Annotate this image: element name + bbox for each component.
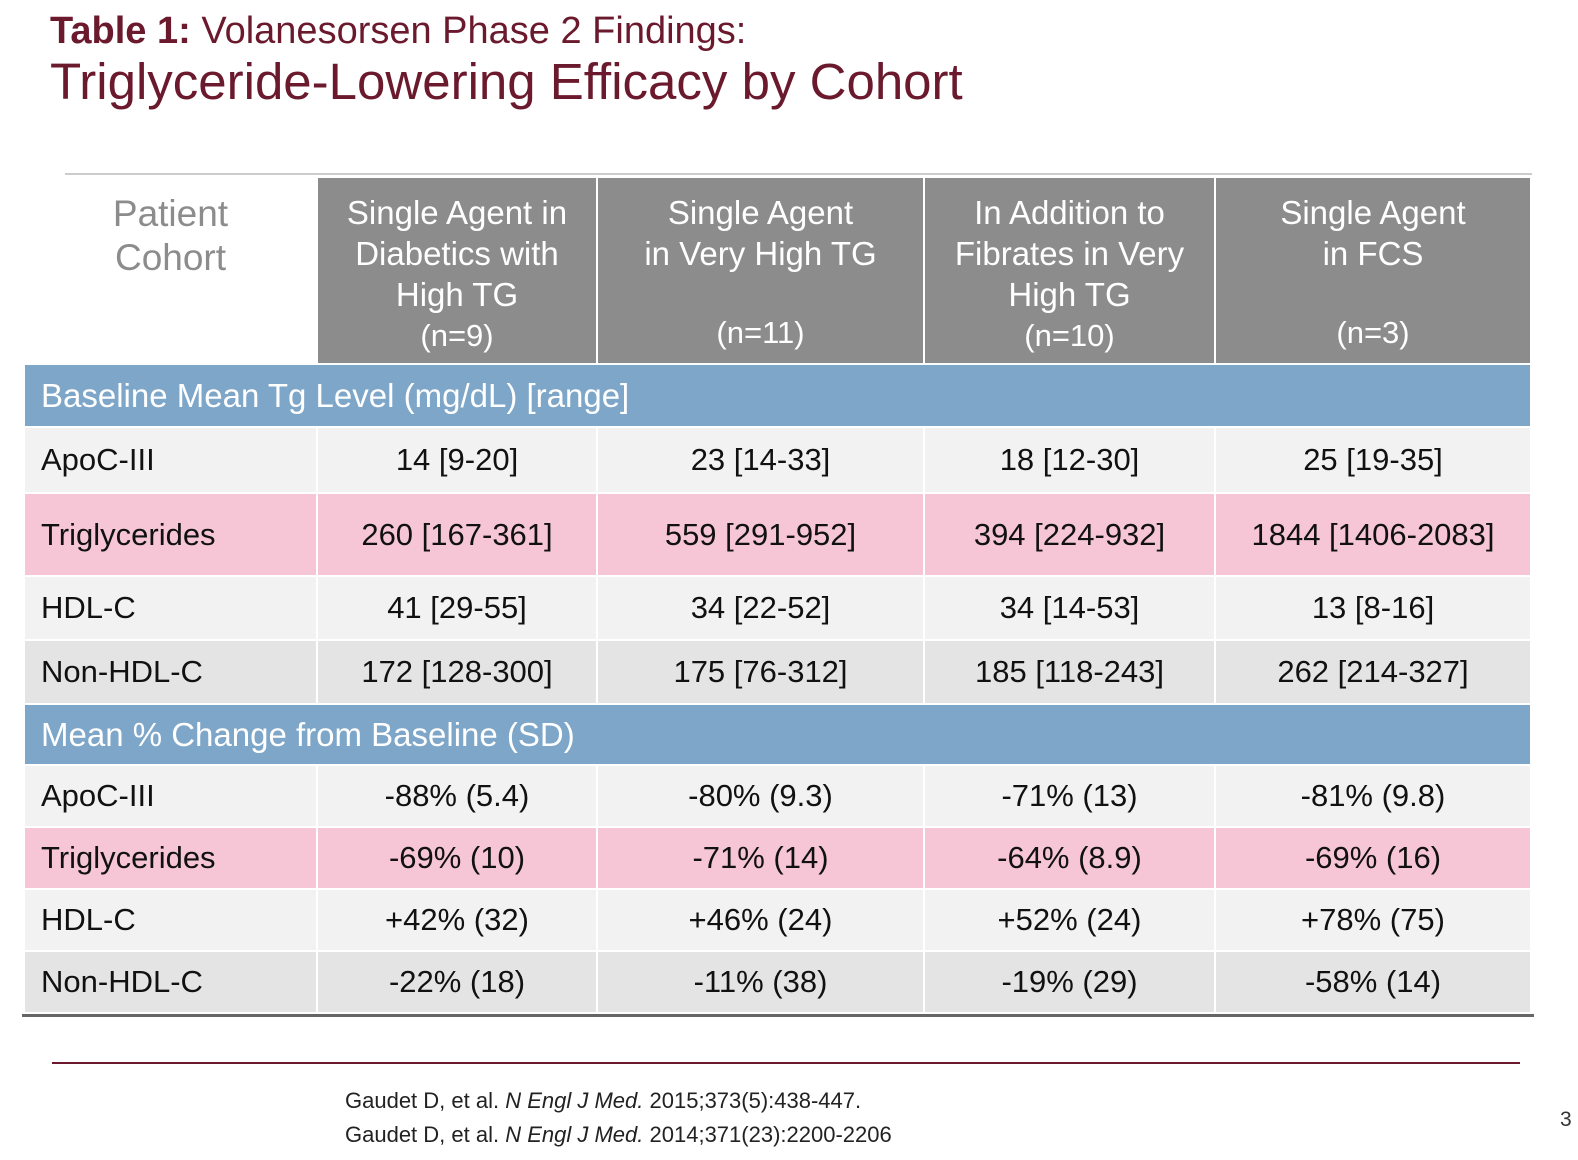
column-header: In Addition to Fibrates in Very High TG (n=… xyxy=(925,178,1216,365)
reference-author: Gaudet D, et al. xyxy=(345,1122,500,1147)
reference: Gaudet D, et al. N Engl J Med. 2015;373(… xyxy=(345,1088,861,1114)
table-cell: +42% (32) xyxy=(318,890,598,952)
table-cell: 25 [19-35] xyxy=(1216,428,1532,494)
row-label: Triglycerides xyxy=(25,828,318,890)
column-name-line: High TG xyxy=(1008,276,1131,313)
subtitle: Triglyceride-Lowering Efficacy by Cohort xyxy=(50,53,963,110)
table-cell: 260 [167-361] xyxy=(318,494,598,577)
table-cell: 23 [14-33] xyxy=(598,428,925,494)
table-cell: -19% (29) xyxy=(925,952,1216,1014)
table-cell: -64% (8.9) xyxy=(925,828,1216,890)
table-cell: 34 [22-52] xyxy=(598,577,925,641)
column-header: Single Agent in FCS (n=3) xyxy=(1216,178,1532,365)
section-header: Baseline Mean Tg Level (mg/dL) [range] xyxy=(25,365,1532,428)
column-name-line: in Very High TG xyxy=(644,235,877,272)
table-cell: -69% (16) xyxy=(1216,828,1532,890)
table-cell: 14 [9-20] xyxy=(318,428,598,494)
title-rest: Volanesorsen Phase 2 Findings: xyxy=(201,10,747,52)
table-cell: 175 [76-312] xyxy=(598,641,925,705)
reference-citation: 2014;371(23):2200-2206 xyxy=(649,1122,892,1147)
table-bottom-rule xyxy=(22,1014,1534,1017)
table-cell: +78% (75) xyxy=(1216,890,1532,952)
column-header: Single Agent in Diabetics with High TG (n=9… xyxy=(318,178,598,365)
corner-cell: Patient Cohort xyxy=(25,178,318,365)
table-cell: -69% (10) xyxy=(318,828,598,890)
row-label: Non-HDL-C xyxy=(25,952,318,1014)
column-name-line: in FCS xyxy=(1322,235,1424,272)
column-n: (n=11) xyxy=(716,315,805,350)
title-prefix: Table 1: xyxy=(50,10,191,52)
table-cell: -81% (9.8) xyxy=(1216,766,1532,828)
table-cell: -11% (38) xyxy=(598,952,925,1014)
row-label: ApoC-III xyxy=(25,766,318,828)
table-cell: -88% (5.4) xyxy=(318,766,598,828)
table-cell: 13 [8-16] xyxy=(1216,577,1532,641)
table-cell: +52% (24) xyxy=(925,890,1216,952)
column-name-line: Single Agent xyxy=(667,194,854,231)
reference-citation: 2015;373(5):438-447. xyxy=(649,1088,862,1113)
section-header: Mean % Change from Baseline (SD) xyxy=(25,705,1532,766)
table-cell: -71% (13) xyxy=(925,766,1216,828)
column-name-line: Single Agent xyxy=(1280,194,1466,231)
column-name-line: In Addition to xyxy=(974,194,1165,231)
table-cell: 41 [29-55] xyxy=(318,577,598,641)
reference-journal: N Engl J Med. xyxy=(505,1088,644,1113)
row-label: ApoC-III xyxy=(25,428,318,494)
reference: Gaudet D, et al. N Engl J Med. 2014;371(… xyxy=(345,1122,892,1148)
row-label: HDL-C xyxy=(25,890,318,952)
table-cell: 559 [291-952] xyxy=(598,494,925,577)
row-label: HDL-C xyxy=(25,577,318,641)
table-cell: 185 [118-243] xyxy=(925,641,1216,705)
table-cell: 172 [128-300] xyxy=(318,641,598,705)
column-n: (n=3) xyxy=(1336,315,1410,350)
table-cell: 1844 [1406-2083] xyxy=(1216,494,1532,577)
table-cell: 394 [224-932] xyxy=(925,494,1216,577)
reference-journal: N Engl J Med. xyxy=(505,1122,644,1147)
table-cell: +46% (24) xyxy=(598,890,925,952)
column-header: Single Agent in Very High TG (n=11) xyxy=(598,178,925,365)
column-name-line: Fibrates in Very xyxy=(954,235,1185,272)
table-cell: -80% (9.3) xyxy=(598,766,925,828)
column-n: (n=9) xyxy=(420,318,494,353)
corner-label: Patient Cohort xyxy=(112,193,229,278)
table-cell: -71% (14) xyxy=(598,828,925,890)
table-cell: -22% (18) xyxy=(318,952,598,1014)
rule xyxy=(65,173,1532,175)
row-label: Triglycerides xyxy=(25,494,318,577)
footer-rule xyxy=(52,1062,1520,1064)
column-name-line: Diabetics with xyxy=(355,235,559,272)
column-n: (n=10) xyxy=(1024,318,1115,353)
row-label: Non-HDL-C xyxy=(25,641,318,705)
table-cell: 18 [12-30] xyxy=(925,428,1216,494)
table-cell: -58% (14) xyxy=(1216,952,1532,1014)
column-name-line: High TG xyxy=(395,276,519,313)
title: Table 1: Volanesorsen Phase 2 Findings: xyxy=(50,10,746,53)
column-name-line: Single Agent in xyxy=(346,194,568,231)
table-cell: 262 [214-327] xyxy=(1216,641,1532,705)
page-number: 3 xyxy=(1560,1108,1572,1131)
table-cell: 34 [14-53] xyxy=(925,577,1216,641)
reference-author: Gaudet D, et al. xyxy=(345,1088,500,1113)
